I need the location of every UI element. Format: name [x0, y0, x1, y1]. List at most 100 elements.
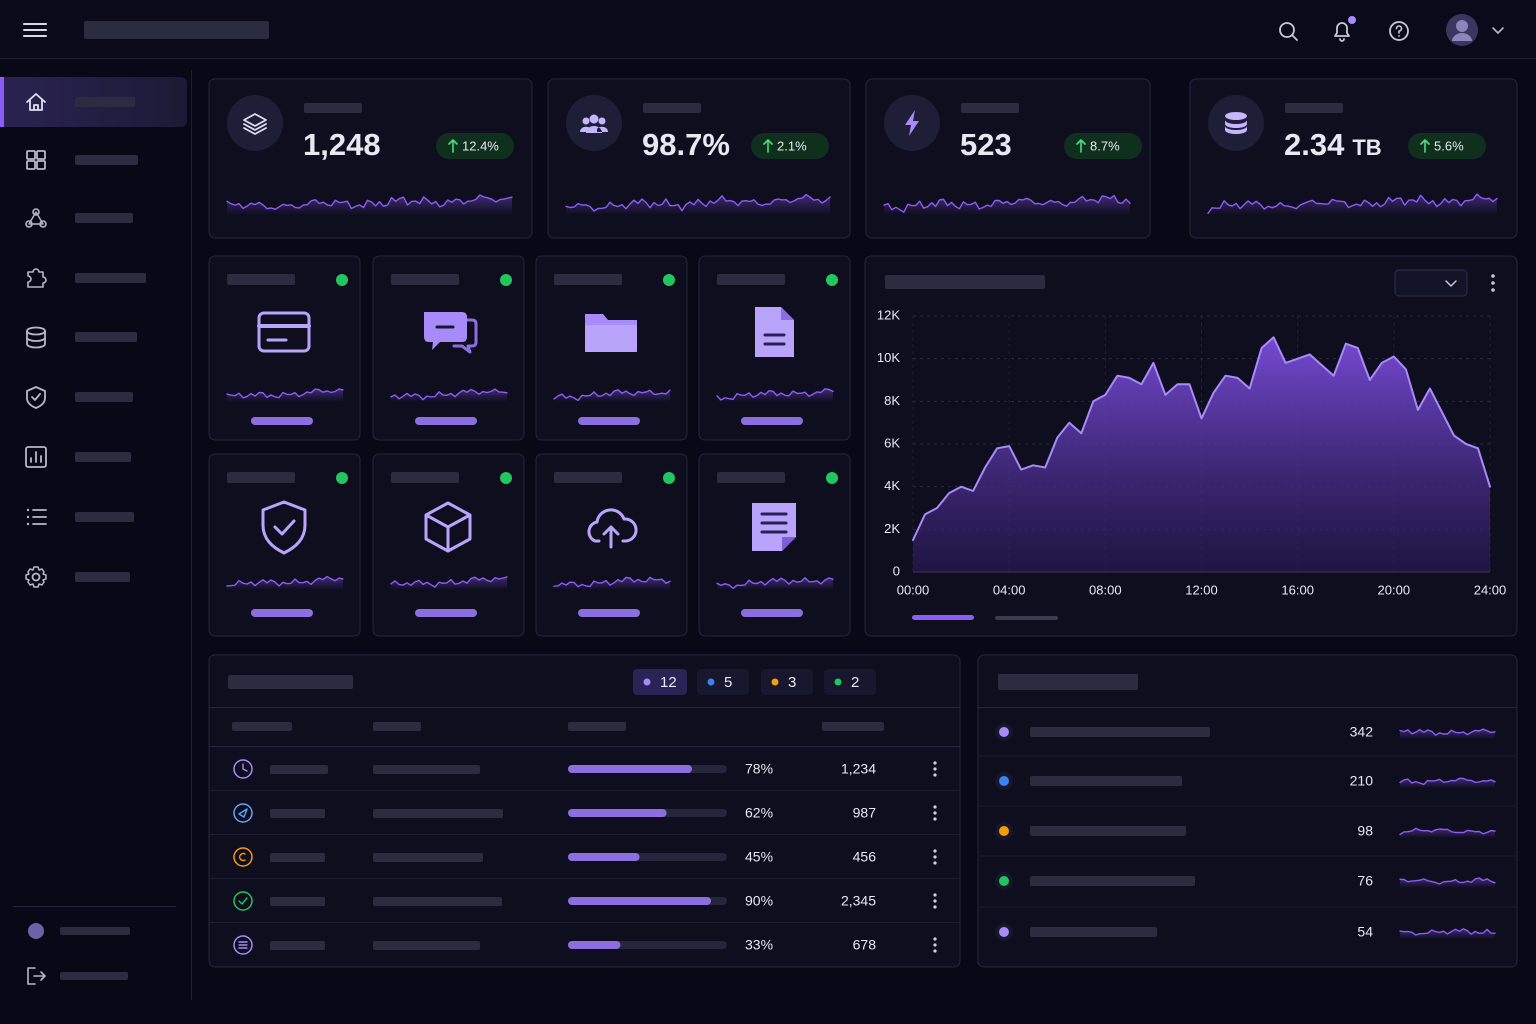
search-button[interactable]: [1279, 22, 1298, 41]
icon: [238, 897, 248, 905]
x-tick-label: 24:00: [1474, 582, 1507, 597]
icon: [442, 318, 478, 354]
placeholder: [84, 21, 269, 39]
row-count: 2,345: [841, 893, 876, 909]
tile-icon: [587, 508, 638, 549]
placeholder: [75, 155, 138, 165]
nav-item[interactable]: [25, 446, 47, 468]
dot: [933, 899, 937, 903]
placeholder: [75, 392, 133, 402]
kpi-value: 2.34: [1284, 127, 1345, 162]
badge-count: 12: [660, 674, 677, 691]
nav-item[interactable]: [26, 93, 46, 111]
icon: [1334, 22, 1350, 37]
nav-item[interactable]: [25, 566, 47, 588]
list-count: 54: [1357, 924, 1373, 940]
tile-icon: [585, 314, 637, 352]
icon: [27, 967, 46, 985]
avatar: [1452, 33, 1472, 41]
dot: [933, 949, 937, 953]
card: [977, 654, 1518, 968]
tile-bar: [578, 609, 640, 617]
y-tick-label: 10K: [877, 350, 900, 365]
placeholder: [270, 853, 325, 862]
row-menu[interactable]: [933, 937, 937, 953]
badge: [633, 669, 687, 695]
placeholder: [227, 472, 295, 483]
sparkline-area: [1208, 194, 1497, 215]
icon: [1389, 21, 1409, 41]
delta-arrow: [763, 139, 773, 153]
filter-badge[interactable]: 2: [824, 669, 876, 695]
icon: [1395, 25, 1403, 34]
kpi-icon: [566, 95, 622, 151]
status-dot: [336, 472, 348, 484]
x-tick-label: 12:00: [1185, 582, 1218, 597]
tile-icon: [752, 503, 796, 551]
row-menu[interactable]: [933, 805, 937, 821]
sparkline: [1399, 877, 1496, 885]
row-count: 1,234: [841, 761, 876, 777]
icon: [1225, 126, 1247, 134]
sparkline: [553, 389, 671, 402]
filter-badge[interactable]: 5: [697, 669, 749, 695]
area: [913, 337, 1490, 572]
sparkline-area: [1400, 878, 1495, 888]
row-count: 678: [853, 937, 877, 953]
status-dot: [500, 274, 512, 286]
icon: [233, 759, 253, 779]
placeholder: [228, 675, 353, 689]
list-count: 210: [1350, 773, 1374, 789]
nav-item[interactable]: [25, 208, 47, 228]
delta-badge: [751, 133, 829, 159]
row-menu[interactable]: [933, 849, 937, 865]
row-icon: [233, 847, 253, 867]
dot: [933, 811, 937, 815]
filter-badge[interactable]: 12: [633, 669, 687, 695]
nav-active-bar: [0, 77, 4, 127]
icon: [424, 312, 467, 350]
dot: [933, 817, 937, 821]
icon: [26, 93, 46, 111]
row-menu[interactable]: [933, 761, 937, 777]
progress-label: 90%: [745, 893, 773, 909]
icon: [30, 451, 42, 463]
notifications-button[interactable]: [1334, 16, 1356, 42]
nav-item[interactable]: [26, 326, 46, 349]
placeholder: [75, 97, 135, 107]
status-dot: [999, 727, 1009, 737]
badge: [824, 669, 876, 695]
placeholder: [75, 213, 133, 223]
filter-badge[interactable]: 3: [761, 669, 813, 695]
sparkline: [716, 388, 834, 401]
icon: [1291, 34, 1298, 41]
icon: [602, 525, 620, 549]
menu-button[interactable]: [23, 23, 47, 37]
range-dropdown[interactable]: [1394, 269, 1468, 297]
icon: [905, 110, 919, 136]
y-tick-label: 2K: [884, 521, 900, 536]
progress-label: 78%: [745, 761, 773, 777]
list-count: 342: [1350, 724, 1374, 740]
more-button[interactable]: [1491, 274, 1495, 292]
user-menu[interactable]: [1446, 14, 1504, 46]
row-menu[interactable]: [933, 893, 937, 909]
placeholder: [1030, 776, 1182, 786]
nav-item[interactable]: [26, 150, 46, 170]
sparkline: [1399, 827, 1496, 836]
help-button[interactable]: [1389, 21, 1409, 41]
icon: [26, 330, 46, 349]
logout-button[interactable]: [27, 967, 46, 985]
sparkline: [1399, 777, 1496, 786]
icon-bg: [1208, 95, 1264, 151]
nav-item[interactable]: [27, 268, 47, 288]
dropdown: [1394, 269, 1468, 297]
sparkline: [1399, 928, 1496, 936]
nav-item[interactable]: [26, 508, 47, 526]
sparkline-area: [884, 195, 1130, 215]
icon: [26, 160, 36, 170]
placeholder: [75, 332, 137, 342]
nav-item[interactable]: [26, 386, 46, 409]
